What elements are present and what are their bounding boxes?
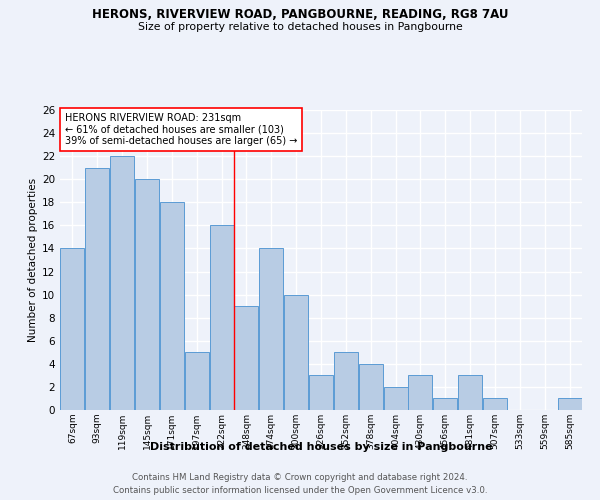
Bar [334, 352, 358, 410]
Text: Contains public sector information licensed under the Open Government Licence v3: Contains public sector information licen… [113, 486, 487, 495]
Bar [85, 168, 109, 410]
Bar [259, 248, 283, 410]
Bar [209, 226, 233, 410]
Bar [110, 156, 134, 410]
Text: HERONS, RIVERVIEW ROAD, PANGBOURNE, READING, RG8 7AU: HERONS, RIVERVIEW ROAD, PANGBOURNE, READ… [92, 8, 508, 20]
Y-axis label: Number of detached properties: Number of detached properties [28, 178, 38, 342]
Bar [160, 202, 184, 410]
Bar [61, 248, 85, 410]
Bar [458, 376, 482, 410]
Text: Distribution of detached houses by size in Pangbourne: Distribution of detached houses by size … [149, 442, 493, 452]
Bar [284, 294, 308, 410]
Bar [235, 306, 259, 410]
Bar [483, 398, 507, 410]
Text: HERONS RIVERVIEW ROAD: 231sqm
← 61% of detached houses are smaller (103)
39% of : HERONS RIVERVIEW ROAD: 231sqm ← 61% of d… [65, 113, 298, 146]
Bar [409, 376, 433, 410]
Bar [433, 398, 457, 410]
Bar [359, 364, 383, 410]
Text: Size of property relative to detached houses in Pangbourne: Size of property relative to detached ho… [137, 22, 463, 32]
Text: Contains HM Land Registry data © Crown copyright and database right 2024.: Contains HM Land Registry data © Crown c… [132, 472, 468, 482]
Bar [557, 398, 581, 410]
Bar [135, 179, 159, 410]
Bar [309, 376, 333, 410]
Bar [383, 387, 407, 410]
Bar [185, 352, 209, 410]
